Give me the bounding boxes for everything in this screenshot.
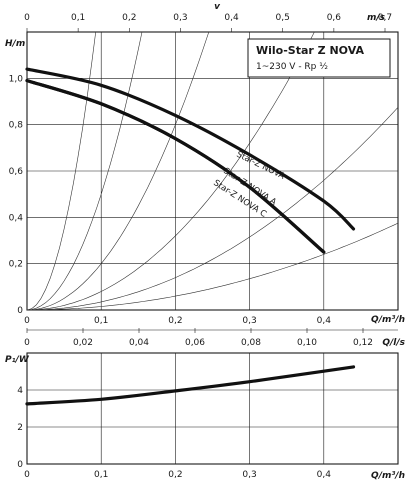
top-axis-tick-label: 0	[24, 13, 30, 23]
flow-ls-tick-label: 0,08	[241, 338, 261, 348]
power-curve-group	[25, 365, 356, 406]
flow-ls-tick-label: 0,04	[129, 338, 149, 348]
hq-x-axis-label: Q/m³/h	[371, 315, 405, 325]
top-axis-tick-label: 0,2	[122, 13, 136, 23]
pump-curve-star-z-nova-c	[25, 79, 326, 254]
power-x-tick-label: 0,1	[94, 470, 108, 480]
power-x-tick-label: 0,4	[317, 470, 332, 480]
power-curve	[25, 365, 356, 406]
power-x-tick-label: 0,2	[168, 470, 182, 480]
hq-plot-grid	[26, 28, 399, 333]
pump-curve-star-z-nova	[25, 67, 356, 231]
top-axis-tick-label: 0,3	[173, 13, 187, 23]
flow-ls-tick-label: 0	[24, 338, 30, 348]
system-curve	[26, 31, 96, 311]
power-y-tick-label: 2	[17, 423, 23, 433]
power-x-tick-label: 0,3	[242, 470, 256, 480]
flow-ls-tick-label: 0,06	[185, 338, 205, 348]
top-axis-unit: m/s	[367, 13, 386, 23]
power-y-tick-label: 4	[17, 386, 23, 396]
title-box	[247, 38, 391, 78]
system-curve	[26, 31, 210, 311]
hq-y-tick-label: 1,0	[9, 74, 24, 84]
hq-x-tick-label: 0,2	[168, 316, 182, 326]
flow-ls-tick-label: 0,02	[73, 338, 93, 348]
flow-ls-tick-label: 0,12	[353, 338, 373, 348]
flow-ls-tick-label: 0,10	[297, 338, 317, 348]
hq-y-tick-label: 0,4	[9, 213, 24, 223]
top-axis-label: v	[214, 2, 221, 12]
hq-y-axis-label: H/m	[5, 39, 25, 49]
hq-x-tick-label: 0	[24, 316, 30, 326]
power-plot-grid	[26, 352, 399, 465]
hq-y-tick-label: 0,6	[9, 167, 24, 177]
hq-x-tick-label: 0,4	[317, 316, 332, 326]
top-axis-tick-label: 0,5	[276, 13, 290, 23]
hq-x-tick-label: 0,3	[242, 316, 256, 326]
chart-title: Wilo-Star Z NOVA	[256, 44, 364, 57]
top-axis-tick-label: 0,7	[378, 13, 392, 23]
hq-y-tick-label: 0,2	[9, 260, 23, 270]
power-plot-frame	[26, 352, 399, 465]
tick-labels: 0 0,1 0,2 0,3 0,4 0 0,2 0,4 0,6 0,8 1,0 0 0,1 0,2 0,3 0…	[9, 13, 392, 480]
system-curve	[27, 222, 399, 311]
hq-y-tick-label: 0	[17, 306, 23, 316]
top-axis-tick-label: 0,4	[224, 13, 239, 23]
power-y-tick-label: 0	[17, 460, 23, 470]
power-x-tick-label: 0	[24, 470, 30, 480]
power-y-axis-label: P₁/W	[5, 355, 30, 365]
flow-ls-axis-label: Q/l/s	[382, 338, 405, 348]
hq-x-tick-label: 0,1	[94, 316, 108, 326]
hq-system-curves	[26, 31, 399, 311]
chart-subtitle: 1~230 V - Rp ½	[256, 62, 328, 72]
hq-y-tick-label: 0,8	[9, 121, 24, 131]
hq-pump-curves	[25, 67, 356, 254]
system-curve	[26, 31, 315, 311]
hq-plot-frame	[26, 31, 399, 311]
top-axis-tick-label: 0,1	[71, 13, 85, 23]
system-curve	[27, 107, 399, 311]
top-axis-tick-label: 0,6	[327, 13, 342, 23]
power-x-axis-label: Q/m³/h	[371, 471, 405, 481]
